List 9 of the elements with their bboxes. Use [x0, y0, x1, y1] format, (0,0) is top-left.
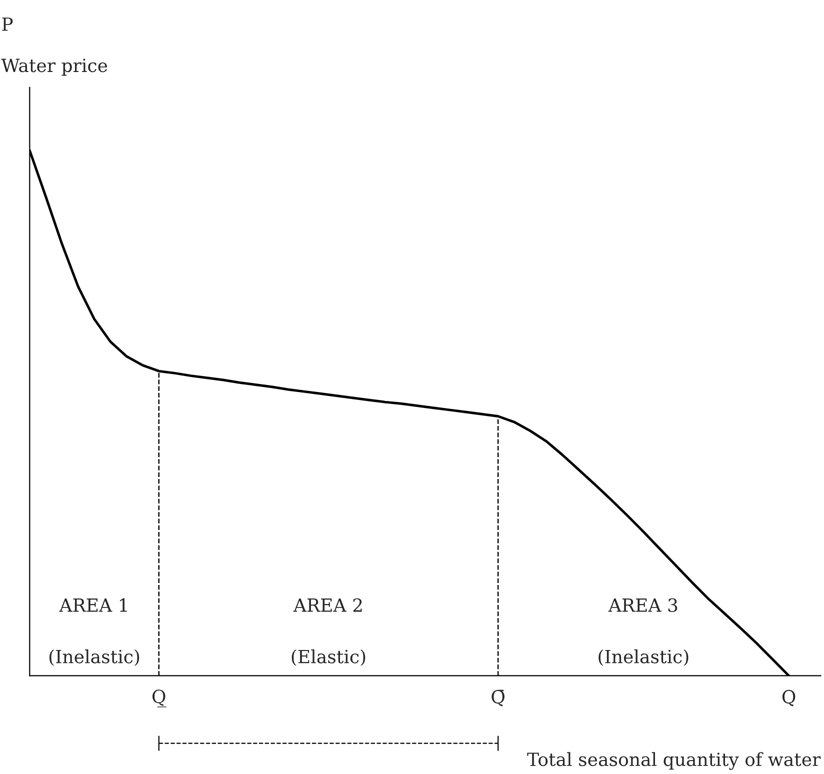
text: P: [2, 18, 13, 31]
x-tick-label: Q̲: [152, 690, 166, 708]
x-axis-title: Total seasonal quantity of water: [527, 752, 821, 770]
x-tick-label: Q: [782, 690, 796, 706]
text: AREA 3 (Inelastic): [598, 598, 688, 666]
x-tick-label: Q̄: [492, 690, 504, 706]
y-axis-title: Water price: [1, 58, 108, 76]
text: AREA 1 (Inelastic): [49, 598, 140, 666]
text: AREA 2 (Elastic): [292, 598, 366, 666]
